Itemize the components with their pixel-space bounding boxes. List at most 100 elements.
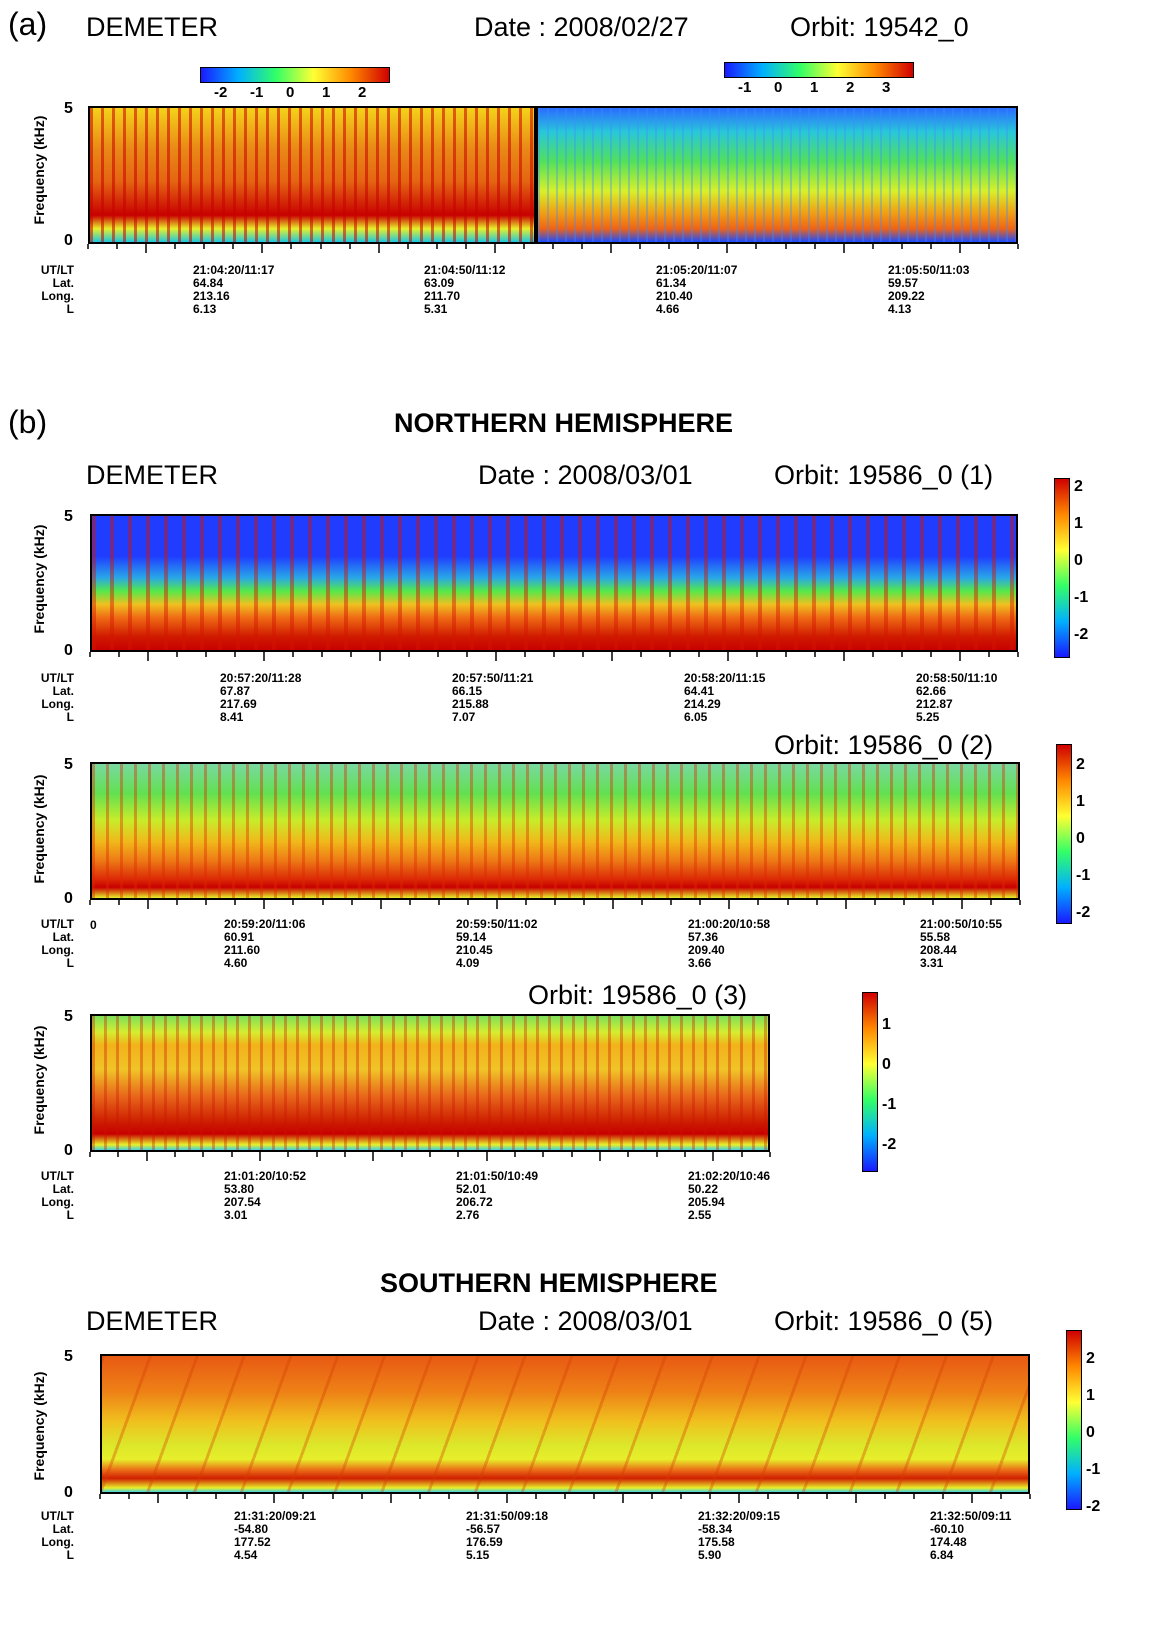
northern-title: NORTHERN HEMISPHERE [394, 408, 734, 438]
colorbar-tick-label: 0 [1086, 1424, 1095, 1441]
colorbar-a-right [724, 62, 914, 78]
x-col-a-1: 21:04:20/11:17 64.84 213.16 6.13 [193, 263, 275, 316]
colorbar-b3 [862, 992, 878, 1172]
x-col-b1-3: 20:58:20/11:15 64.41 214.29 6.05 [684, 671, 766, 724]
colorbar-tick-label: -2 [1086, 1498, 1101, 1515]
x-col-b5-3: 21:32:20/09:15 -58.34 175.58 5.90 [698, 1509, 781, 1562]
x-ticks-b5 [99, 1494, 1031, 1503]
y-tick-5-b2: 5 [64, 756, 73, 773]
date-label: Date : 2008/02/27 [474, 12, 689, 42]
row-headers-b2: UT/LT Lat. Long. L [40, 917, 74, 970]
x-ticks-a [87, 244, 1019, 253]
colorbar-tick-label: -2 [1074, 626, 1089, 643]
x-col-b2-1: 20:59:20/11:06 60.91 211.60 4.60 [224, 917, 306, 970]
x-col-a-2: 21:04:50/11:12 63.09 211.70 5.31 [424, 263, 506, 316]
colorbar-tick-label: 1 [322, 84, 331, 101]
colorbar-tick-label: 0 [286, 84, 295, 101]
y-tick-0-b3: 0 [64, 1142, 73, 1159]
y-tick-0-b5: 0 [64, 1484, 73, 1501]
colorbar-tick-label: 1 [1076, 793, 1085, 810]
spectrogram-b3 [90, 1014, 770, 1152]
x-col-a-3: 21:05:20/11:07 61.34 210.40 4.66 [656, 263, 738, 316]
colorbar-tick-label: -1 [1076, 867, 1091, 884]
colorbar-tick-label: 1 [882, 1016, 891, 1033]
satellite-name: DEMETER [86, 12, 219, 42]
x-ticks-b3 [89, 1152, 771, 1161]
colorbar-tick-label: 1 [1086, 1387, 1095, 1404]
spectrogram-a-left [88, 106, 536, 244]
row-headers-b3: UT/LT Lat. Long. L [40, 1169, 74, 1222]
x-col-b5-2: 21:31:50/09:18 -56.57 176.59 5.15 [466, 1509, 549, 1562]
colorbar-a-left [200, 67, 390, 83]
colorbar-tick-label: 0 [1074, 552, 1083, 569]
spectrogram-b1 [90, 514, 1018, 652]
colorbar-tick-label: -1 [738, 79, 752, 96]
row-headers-a: UT/LT Lat. Long. L [40, 263, 74, 316]
colorbar-tick-label: 2 [846, 79, 855, 96]
satellite-name-b: DEMETER [86, 460, 219, 490]
orbit-label: Orbit: 19542_0 [790, 12, 969, 42]
y-tick-5-a: 5 [64, 100, 73, 117]
x-col-b3-3: 21:02:20/10:46 50.22 205.94 2.55 [688, 1169, 771, 1222]
satellite-name-b5: DEMETER [86, 1306, 219, 1336]
y-axis-label-b2: Frequency (kHz) [31, 774, 47, 884]
date-label-b: Date : 2008/03/01 [478, 460, 693, 490]
x-col-b1-4: 20:58:50/11:10 62.66 212.87 5.25 [916, 671, 998, 724]
x-edge-tick-b2: 0 [90, 918, 97, 932]
colorbar-b5 [1066, 1330, 1082, 1510]
colorbar-tick-label: 2 [1076, 756, 1085, 773]
panel-a-label: (a) [8, 6, 48, 42]
orbit-label-b1: Orbit: 19586_0 (1) [774, 460, 994, 490]
date-label-b5: Date : 2008/03/01 [478, 1306, 693, 1336]
y-tick-5-b1: 5 [64, 508, 73, 525]
colorbar-b1 [1054, 478, 1070, 658]
x-col-b2-4: 21:00:50/10:55 55.58 208.44 3.31 [920, 917, 1003, 970]
spectrogram-b2 [90, 762, 1020, 900]
colorbar-tick-label: -1 [250, 84, 264, 101]
x-ticks-b1 [89, 652, 1019, 661]
colorbar-tick-label: 2 [358, 84, 367, 101]
colorbar-tick-label: 2 [1086, 1350, 1095, 1367]
colorbar-tick-label: -1 [1086, 1461, 1101, 1478]
x-col-b3-2: 21:01:50/10:49 52.01 206.72 2.76 [456, 1169, 539, 1222]
colorbar-tick-label: 3 [882, 79, 891, 96]
y-axis-label-b3: Frequency (kHz) [31, 1025, 47, 1135]
colorbar-tick-label: 1 [1074, 515, 1083, 532]
colorbar-tick-label: 1 [810, 79, 819, 96]
x-col-b5-1: 21:31:20/09:21 -54.80 177.52 4.54 [234, 1509, 317, 1562]
x-col-b1-1: 20:57:20/11:28 67.87 217.69 8.41 [220, 671, 302, 724]
x-col-b1-2: 20:57:50/11:21 66.15 215.88 7.07 [452, 671, 534, 724]
spectrogram-a-right [536, 106, 1018, 244]
colorbar-tick-label: -2 [214, 84, 228, 101]
x-col-b2-2: 20:59:50/11:02 59.14 210.45 4.09 [456, 917, 538, 970]
colorbar-b2 [1056, 744, 1072, 924]
y-axis-label-a: Frequency (kHz) [31, 115, 47, 225]
y-axis-label-b5: Frequency (kHz) [31, 1371, 47, 1481]
y-tick-0-b1: 0 [64, 642, 73, 659]
orbit-label-b2: Orbit: 19586_0 (2) [774, 730, 994, 760]
y-tick-5-b5: 5 [64, 1348, 73, 1365]
x-col-b5-4: 21:32:50/09:11 -60.10 174.48 6.84 [930, 1509, 1012, 1562]
colorbar-tick-label: 2 [1074, 478, 1083, 495]
x-col-b2-3: 21:00:20/10:58 57.36 209.40 3.66 [688, 917, 771, 970]
y-tick-5-b3: 5 [64, 1008, 73, 1025]
colorbar-tick-label: 0 [1076, 830, 1085, 847]
x-col-a-4: 21:05:50/11:03 59.57 209.22 4.13 [888, 263, 970, 316]
y-tick-0-b2: 0 [64, 890, 73, 907]
y-tick-0-a: 0 [64, 232, 73, 249]
row-headers-b5: UT/LT Lat. Long. L [40, 1509, 74, 1562]
orbit-label-b3: Orbit: 19586_0 (3) [528, 980, 748, 1010]
x-col-b3-1: 21:01:20/10:52 53.80 207.54 3.01 [224, 1169, 307, 1222]
colorbar-tick-label: -2 [1076, 904, 1091, 921]
colorbar-tick-label: -1 [882, 1096, 897, 1113]
southern-title: SOUTHERN HEMISPHERE [380, 1268, 718, 1298]
y-axis-label-b1: Frequency (kHz) [31, 524, 47, 634]
colorbar-tick-label: 0 [882, 1056, 891, 1073]
row-headers-b1: UT/LT Lat. Long. L [40, 671, 74, 724]
colorbar-tick-label: -2 [882, 1136, 897, 1153]
x-ticks-b2 [89, 900, 1021, 909]
panel-b-label: (b) [8, 404, 48, 440]
colorbar-tick-label: 0 [774, 79, 783, 96]
spectrogram-b5 [100, 1354, 1030, 1494]
colorbar-tick-label: -1 [1074, 589, 1089, 606]
